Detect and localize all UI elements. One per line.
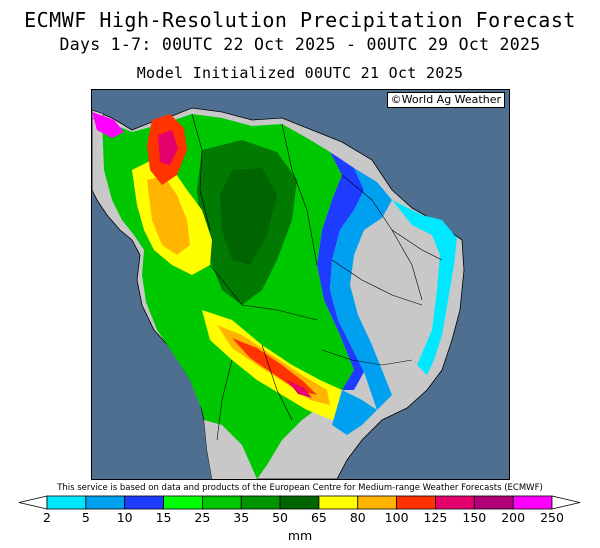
legend-tick-label: 10 (117, 510, 133, 525)
precip-zone-heavy-2 (220, 168, 277, 265)
legend-unit: mm (287, 528, 313, 543)
country-borders (191, 113, 443, 441)
forecast-period: Days 1-7: 00UTC 22 Oct 2025 - 00UTC 29 O… (59, 35, 541, 54)
color-scale-bar: 2 5 10 15 25 35 50 65 80 100 125 150 200 250 (18, 495, 581, 525)
legend-tick-label: 80 (350, 510, 366, 525)
precip-zone-light-east (317, 152, 364, 390)
legend-tick-label: 250 (540, 510, 564, 525)
legend-tick-label: 5 (82, 510, 90, 525)
map-canvas (92, 90, 509, 479)
legend-swatch (240, 495, 281, 510)
legend-tick-label: 125 (424, 510, 448, 525)
legend-swatch (201, 495, 242, 510)
legend-tick-label: 25 (194, 510, 210, 525)
precip-zone-andes-north-core (147, 176, 190, 255)
precip-zone-trace-east (330, 168, 392, 410)
precip-zone-south-band-peak (232, 338, 317, 395)
legend-tick-label: 35 (233, 510, 249, 525)
legend-swatch (473, 495, 514, 510)
legend-swatch (85, 495, 126, 510)
legend-swatch (512, 495, 553, 510)
dry-zone-south (204, 420, 257, 479)
legend-high-arrow (551, 495, 581, 510)
precipitation-map: ©World Ag Weather (91, 89, 510, 480)
legend-swatch (279, 495, 320, 510)
map-title: ECMWF High-Resolution Precipitation Fore… (24, 8, 576, 32)
precip-zone-south-band-max (287, 380, 312, 398)
precip-zone-pacific-peak (158, 130, 178, 165)
legend-tick-label: 100 (385, 510, 409, 525)
legend-swatch (318, 495, 359, 510)
legend-tick-label: 65 (311, 510, 327, 525)
legend-swatch (163, 495, 203, 510)
model-init-time: Model Initialized 00UTC 21 Oct 2025 (136, 64, 464, 82)
precip-zone-caribbean (92, 112, 124, 138)
legend-tick-label: 2 (43, 510, 51, 525)
credit-label: ©World Ag Weather (386, 92, 505, 108)
legend-swatch (435, 495, 475, 510)
legend-tick-label: 50 (272, 510, 288, 525)
legend-swatch (46, 495, 87, 510)
legend-swatch (124, 495, 164, 510)
legend-swatch (396, 495, 436, 510)
legend-tick-label: 200 (501, 510, 525, 525)
legend-tick-label: 15 (156, 510, 172, 525)
ecmwf-disclaimer: This service is based on data and produc… (57, 483, 543, 493)
precip-zone-ne-coast (392, 200, 457, 375)
legend-low-arrow (18, 495, 48, 510)
precip-zone-south-coast (332, 390, 377, 435)
legend-swatch (357, 495, 398, 510)
legend-tick-label: 150 (462, 510, 486, 525)
